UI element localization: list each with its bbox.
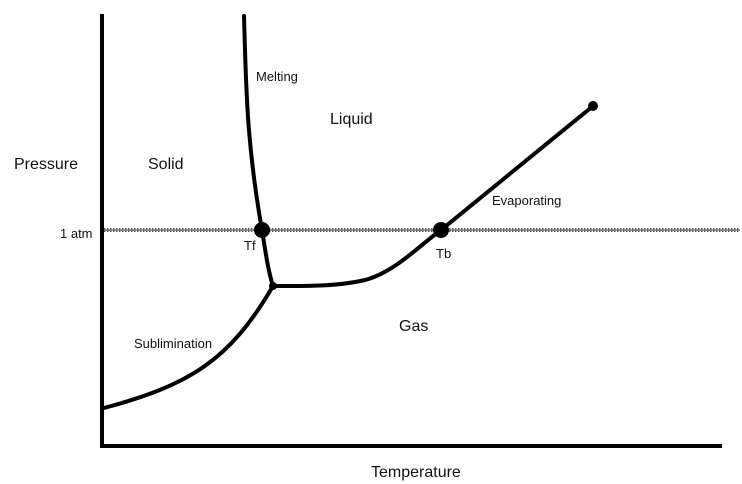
evaporating-curve	[271, 104, 595, 289]
melting-label: Melting	[256, 69, 298, 84]
solid-region-label: Solid	[148, 156, 184, 173]
gas-region-label: Gas	[399, 318, 428, 335]
freezing-point-marker	[254, 222, 270, 238]
sublimination-label: Sublimination	[134, 336, 212, 351]
sublimation-curve	[102, 284, 275, 410]
evaporating-label: Evaporating	[492, 193, 561, 208]
y-axis-label: Pressure	[14, 156, 78, 173]
critical-point	[588, 101, 598, 111]
freezing-point-label: Tf	[244, 238, 256, 253]
triple-point	[269, 282, 277, 290]
one-atm-label: 1 atm	[60, 226, 93, 241]
boiling-point-label: Tb	[436, 246, 451, 261]
x-axis-label: Temperature	[371, 464, 461, 481]
melting-curve	[242, 14, 275, 288]
liquid-region-label: Liquid	[330, 111, 373, 128]
boiling-point-marker	[433, 222, 449, 238]
